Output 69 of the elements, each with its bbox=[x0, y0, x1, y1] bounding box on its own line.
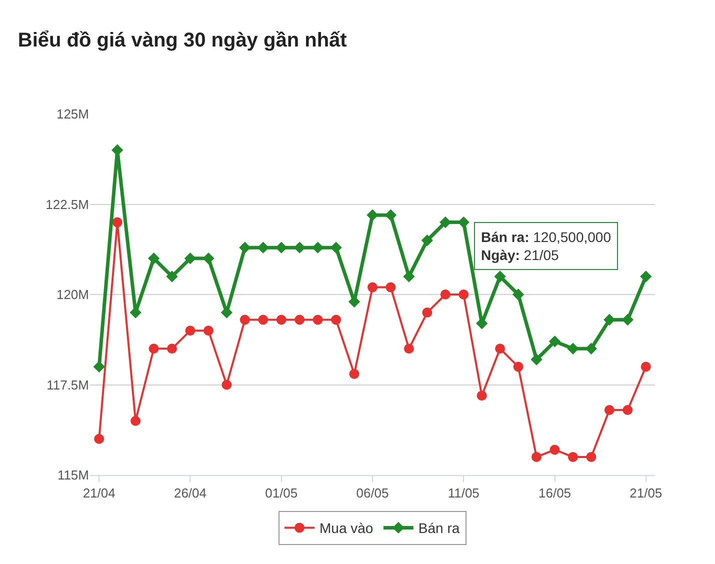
point bbox=[458, 290, 469, 300]
x-tick-label: 26/04 bbox=[174, 486, 207, 501]
point bbox=[567, 342, 579, 354]
point bbox=[276, 314, 286, 325]
x-tick-label: 11/05 bbox=[448, 486, 480, 501]
point bbox=[240, 314, 250, 325]
x-tick-label: 21/05 bbox=[630, 486, 662, 501]
point bbox=[184, 252, 196, 264]
point bbox=[640, 270, 652, 282]
point bbox=[294, 242, 306, 254]
point bbox=[368, 282, 378, 292]
y-tick-label: 120M bbox=[56, 287, 89, 302]
point bbox=[93, 360, 105, 373]
point bbox=[622, 405, 633, 416]
point bbox=[185, 326, 196, 336]
point bbox=[167, 344, 178, 354]
point bbox=[366, 209, 378, 221]
point bbox=[294, 314, 305, 325]
point bbox=[548, 336, 561, 348]
point bbox=[604, 405, 614, 416]
point bbox=[550, 444, 560, 455]
point bbox=[384, 209, 397, 221]
point bbox=[222, 380, 232, 390]
annotation: Bán ra: 120,500,000 Ngày: 21/05 bbox=[481, 229, 612, 264]
point bbox=[585, 342, 598, 354]
point bbox=[331, 314, 342, 325]
point bbox=[586, 452, 596, 462]
point bbox=[148, 344, 159, 354]
y-tick-label: 122.5M bbox=[46, 196, 89, 212]
x-tick-label: 01/05 bbox=[265, 486, 298, 501]
y-tick-label: 117.5M bbox=[46, 377, 89, 392]
point bbox=[404, 344, 414, 354]
point bbox=[312, 314, 323, 325]
point bbox=[257, 242, 269, 254]
point bbox=[513, 362, 524, 372]
y-tick-label: 115M bbox=[57, 468, 89, 483]
point bbox=[166, 270, 178, 282]
point bbox=[532, 452, 542, 462]
point bbox=[422, 308, 432, 318]
point bbox=[349, 368, 360, 379]
x-tick-label: 21/04 bbox=[82, 486, 116, 501]
point bbox=[130, 416, 141, 426]
point bbox=[276, 242, 288, 254]
point bbox=[421, 234, 434, 246]
y-tick-label: 125M bbox=[56, 106, 89, 122]
point bbox=[512, 288, 524, 300]
point bbox=[640, 362, 651, 372]
x-tick-label: 16/05 bbox=[538, 486, 572, 501]
point bbox=[386, 282, 396, 292]
point bbox=[239, 242, 251, 254]
point bbox=[494, 270, 506, 282]
point bbox=[440, 290, 450, 300]
legend-label: Mua vào bbox=[320, 520, 374, 536]
point bbox=[476, 390, 487, 401]
point bbox=[403, 270, 415, 282]
point bbox=[568, 452, 578, 462]
point bbox=[258, 314, 268, 325]
point bbox=[148, 252, 160, 264]
point bbox=[495, 344, 506, 354]
legend-label: Bán ra bbox=[418, 520, 460, 536]
point bbox=[112, 217, 122, 228]
x-tick-label: 06/05 bbox=[356, 486, 389, 501]
point bbox=[202, 252, 214, 264]
point bbox=[94, 434, 104, 444]
point bbox=[330, 242, 342, 254]
chart-title: Biểu đồ giá vàng 30 ngày gần nhất bbox=[18, 29, 348, 52]
point bbox=[530, 354, 542, 366]
point bbox=[203, 326, 214, 336]
point bbox=[111, 144, 124, 156]
